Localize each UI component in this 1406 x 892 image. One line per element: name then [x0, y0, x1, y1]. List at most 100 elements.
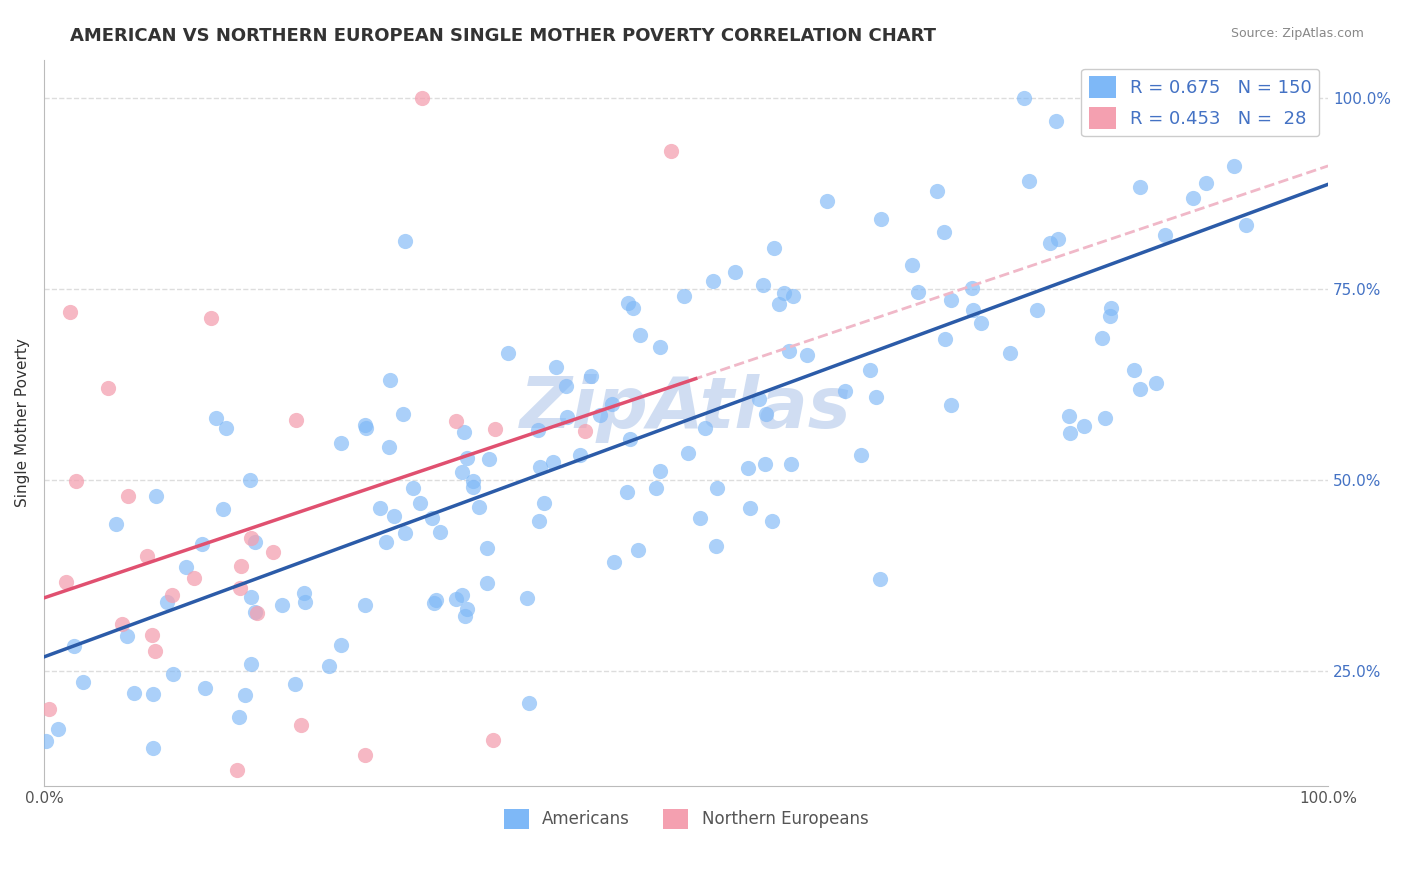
Point — [111, 616, 134, 631]
Point — [569, 448, 592, 462]
Point — [603, 555, 626, 569]
Point — [678, 445, 700, 459]
Text: AMERICAN VS NORTHERN EUROPEAN SINGLE MOTHER POVERTY CORRELATION CHART: AMERICAN VS NORTHERN EUROPEAN SINGLE MOT… — [70, 27, 936, 45]
Point — [1012, 91, 1035, 105]
Point — [38, 702, 60, 716]
Point — [284, 413, 307, 427]
Point — [191, 536, 214, 550]
Point — [115, 629, 138, 643]
Point — [378, 440, 401, 454]
Point — [941, 398, 963, 412]
Point — [420, 510, 443, 524]
Point — [394, 234, 416, 248]
Point — [292, 586, 315, 600]
Point — [998, 346, 1021, 360]
Point — [329, 435, 352, 450]
Point — [482, 733, 505, 747]
Point — [391, 407, 413, 421]
Point — [156, 595, 179, 609]
Point — [145, 489, 167, 503]
Point — [229, 581, 252, 595]
Point — [384, 508, 406, 523]
Point — [239, 474, 262, 488]
Point — [768, 297, 790, 311]
Point — [453, 425, 475, 439]
Point — [782, 289, 804, 303]
Point — [589, 408, 612, 422]
Point — [62, 639, 84, 653]
Point — [135, 549, 157, 564]
Point — [815, 194, 838, 208]
Point — [773, 285, 796, 300]
Point — [318, 659, 340, 673]
Point — [228, 710, 250, 724]
Point — [672, 289, 695, 303]
Point — [533, 496, 555, 510]
Point — [704, 539, 727, 553]
Point — [1258, 91, 1281, 105]
Point — [737, 460, 759, 475]
Point — [294, 595, 316, 609]
Point — [461, 480, 484, 494]
Point — [233, 688, 256, 702]
Point — [517, 696, 540, 710]
Point — [724, 265, 747, 279]
Point — [546, 359, 568, 374]
Point — [616, 485, 638, 500]
Point — [454, 608, 477, 623]
Point — [409, 496, 432, 510]
Point — [55, 574, 77, 589]
Point — [748, 392, 770, 407]
Point — [117, 489, 139, 503]
Point — [962, 302, 984, 317]
Point — [411, 91, 433, 105]
Point — [659, 144, 682, 158]
Point — [477, 452, 499, 467]
Point — [461, 475, 484, 489]
Legend: Americans, Northern Europeans: Americans, Northern Europeans — [498, 802, 875, 836]
Point — [354, 598, 377, 612]
Point — [555, 410, 578, 425]
Point — [762, 241, 785, 255]
Point — [239, 657, 262, 672]
Point — [204, 410, 226, 425]
Point — [644, 481, 666, 495]
Point — [627, 542, 650, 557]
Point — [526, 423, 548, 437]
Point — [34, 734, 56, 748]
Point — [142, 740, 165, 755]
Point — [960, 280, 983, 294]
Y-axis label: Single Mother Poverty: Single Mother Poverty — [15, 338, 30, 508]
Point — [475, 576, 498, 591]
Point — [754, 457, 776, 471]
Point — [529, 460, 551, 475]
Point — [901, 258, 924, 272]
Point — [796, 348, 818, 362]
Point — [200, 311, 222, 326]
Text: ZipAtlas: ZipAtlas — [520, 374, 852, 442]
Point — [865, 391, 887, 405]
Point — [1195, 176, 1218, 190]
Point — [354, 748, 377, 763]
Point — [755, 407, 778, 421]
Point — [231, 559, 253, 574]
Point — [65, 474, 87, 488]
Point — [706, 481, 728, 495]
Point — [870, 211, 893, 226]
Text: Source: ZipAtlas.com: Source: ZipAtlas.com — [1230, 27, 1364, 40]
Point — [1059, 425, 1081, 440]
Point — [104, 517, 127, 532]
Point — [183, 571, 205, 585]
Point — [1059, 409, 1081, 423]
Point — [1073, 418, 1095, 433]
Point — [1154, 227, 1177, 242]
Point — [143, 644, 166, 658]
Point — [444, 591, 467, 606]
Point — [162, 588, 184, 602]
Point — [122, 686, 145, 700]
Point — [356, 421, 378, 435]
Point — [450, 587, 472, 601]
Point — [752, 277, 775, 292]
Point — [262, 545, 284, 559]
Point — [738, 501, 761, 516]
